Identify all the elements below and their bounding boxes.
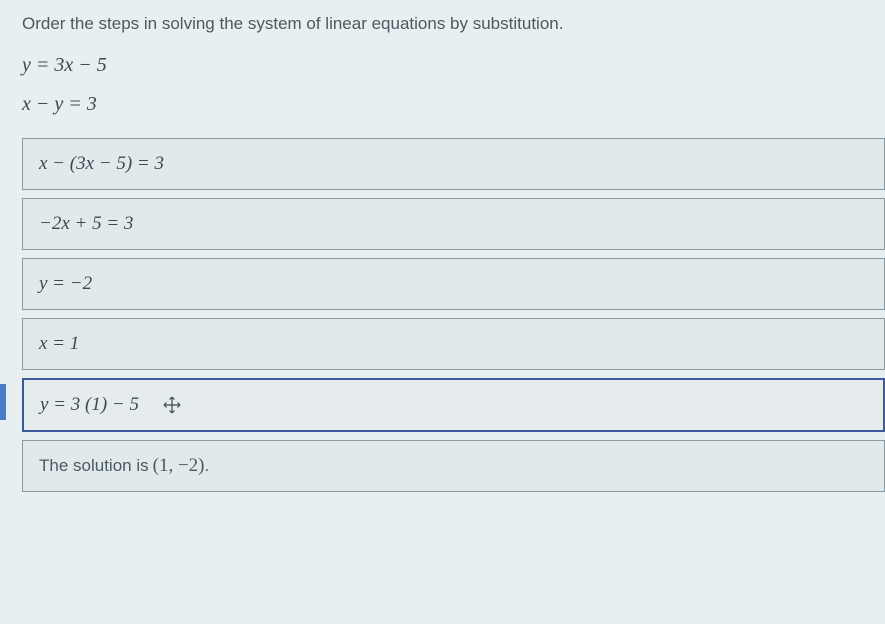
left-marker [0,384,6,420]
solution-value: (1, −2) [153,455,205,477]
equation-1: y = 3x − 5 [22,54,885,77]
steps-container: x − (3x − 5) = 3 −2x + 5 = 3 y = −2 x = … [22,138,885,492]
step-content: x − (3x − 5) = 3 [39,153,164,175]
system-equations: y = 3x − 5 x − y = 3 [22,54,885,116]
instruction-text: Order the steps in solving the system of… [22,14,885,34]
step-content: y = −2 [39,273,92,295]
equation-2: x − y = 3 [22,93,885,116]
step-content: x = 1 [39,333,79,355]
main-content: Order the steps in solving the system of… [0,0,885,492]
step-item[interactable]: y = −2 [22,258,885,310]
solution-suffix: . [205,456,210,476]
step-item[interactable]: −2x + 5 = 3 [22,198,885,250]
step-item-selected[interactable]: y = 3 (1) − 5 [22,378,885,432]
solution-item[interactable]: The solution is (1, −2) . [22,440,885,492]
step-item[interactable]: x − (3x − 5) = 3 [22,138,885,190]
step-item[interactable]: x = 1 [22,318,885,370]
step-content: y = 3 (1) − 5 [40,394,139,416]
solution-prefix: The solution is [39,456,149,476]
move-icon[interactable] [163,396,181,414]
step-content: −2x + 5 = 3 [39,213,133,235]
